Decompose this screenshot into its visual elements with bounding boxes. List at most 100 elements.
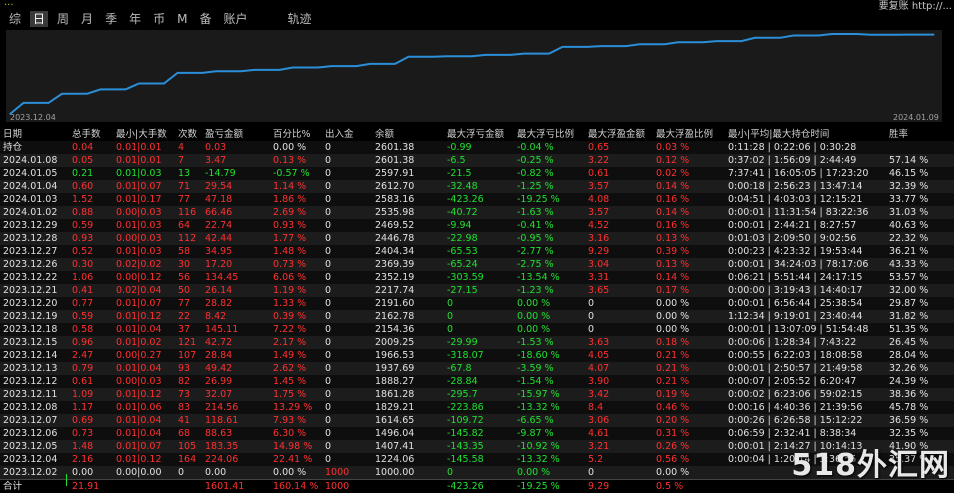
- table-cell: 0:00:55 | 6:22:03 | 18:08:58: [725, 349, 886, 362]
- tab-2[interactable]: 周: [54, 11, 72, 27]
- tab-1[interactable]: 日: [30, 11, 48, 27]
- tab-5[interactable]: 年: [126, 11, 144, 27]
- table-cell: 32.07: [202, 388, 270, 401]
- table-cell: 0.00|0.03: [113, 375, 175, 388]
- table-cell: 0.01|0.03: [113, 219, 175, 232]
- table-cell: 0.18 %: [653, 336, 725, 349]
- column-header[interactable]: 出入金: [322, 127, 372, 141]
- table-cell: 0.00|0.12: [113, 271, 175, 284]
- table-cell: 0: [322, 401, 372, 414]
- table-cell: 0:00:23 | 4:23:32 | 19:53:44: [725, 245, 886, 258]
- column-header[interactable]: 胜率: [886, 127, 954, 141]
- table-cell: -13.32 %: [514, 401, 585, 414]
- tab-10[interactable]: 轨迹: [285, 11, 315, 27]
- column-header[interactable]: 最小|平均|最大持仓时间: [725, 127, 886, 141]
- table-cell: 1.48: [69, 440, 113, 453]
- table-cell: 0.13 %: [270, 154, 322, 167]
- table-cell: 183.35: [202, 440, 270, 453]
- table-cell: 14.98 %: [270, 440, 322, 453]
- summary-cell: [113, 480, 175, 493]
- table-cell: 0.00 %: [514, 297, 585, 310]
- table-cell: 0.00 %: [653, 310, 725, 323]
- column-header[interactable]: 盈亏金额: [202, 127, 270, 141]
- table-cell: 0.02 %: [653, 167, 725, 180]
- column-header[interactable]: 最小|大手数: [113, 127, 175, 141]
- table-cell: 0.00|0.27: [113, 349, 175, 362]
- tab-7[interactable]: M: [174, 11, 190, 27]
- table-cell: 0:00:01 | 2:44:21 | 8:27:57: [725, 219, 886, 232]
- balance-point: [317, 67, 318, 68]
- column-header[interactable]: 次数: [175, 127, 202, 141]
- table-cell: 0.73 %: [270, 258, 322, 271]
- table-cell: 0:00:01 | 11:31:54 | 83:22:36: [725, 206, 886, 219]
- table-cell: 0.39 %: [270, 310, 322, 323]
- table-cell: 24.39 %: [886, 375, 954, 388]
- table-cell: 0: [322, 427, 372, 440]
- balance-point: [664, 44, 665, 45]
- column-header[interactable]: 日期: [0, 127, 69, 141]
- table-cell: 0: [585, 323, 653, 336]
- column-header[interactable]: 百分比%: [270, 127, 322, 141]
- table-cell: 2162.78: [372, 310, 444, 323]
- tab-4[interactable]: 季: [102, 11, 120, 27]
- header-link[interactable]: 要复账 http://...: [879, 0, 952, 12]
- table-cell: 7.22 %: [270, 323, 322, 336]
- tab-3[interactable]: 月: [78, 11, 96, 27]
- watermark-logo: 518外汇网: [791, 440, 950, 484]
- balance-point: [202, 72, 203, 73]
- table-cell: 0.00 %: [653, 297, 725, 310]
- tab-6[interactable]: 币: [150, 11, 168, 27]
- table-cell: 0.93: [69, 232, 113, 245]
- tab-0[interactable]: 综: [6, 11, 24, 27]
- table-cell: 71: [175, 180, 202, 193]
- column-header[interactable]: 最大浮亏比例: [514, 127, 585, 141]
- table-cell: 0: [444, 323, 514, 336]
- table-cell: 42.72: [202, 336, 270, 349]
- column-header[interactable]: 余额: [372, 127, 444, 141]
- table-cell: 38.36 %: [886, 388, 954, 401]
- table-cell: 3.16: [585, 232, 653, 245]
- table-cell: 0.02|0.04: [113, 284, 175, 297]
- tab-9[interactable]: 账户: [220, 11, 250, 27]
- column-header[interactable]: 最大浮亏金额: [444, 127, 514, 141]
- table-cell: 0.58: [69, 323, 113, 336]
- column-header[interactable]: 最大浮盈比例: [653, 127, 725, 141]
- table-cell: 1.75 %: [270, 388, 322, 401]
- table-cell: 0.14 %: [653, 271, 725, 284]
- column-header[interactable]: 总手数: [69, 127, 113, 141]
- table-cell: 0: [322, 297, 372, 310]
- table-cell: 1829.21: [372, 401, 444, 414]
- table-cell: 0: [322, 219, 372, 232]
- table-cell: 0.00 %: [514, 466, 585, 480]
- table-cell: 0.01|0.04: [113, 427, 175, 440]
- column-header[interactable]: 最大浮盈金额: [585, 127, 653, 141]
- table-cell: 66.46: [202, 206, 270, 219]
- table-cell: 0.02|0.02: [113, 258, 175, 271]
- table-cell: 0: [175, 466, 202, 480]
- tab-8[interactable]: 备: [196, 11, 214, 27]
